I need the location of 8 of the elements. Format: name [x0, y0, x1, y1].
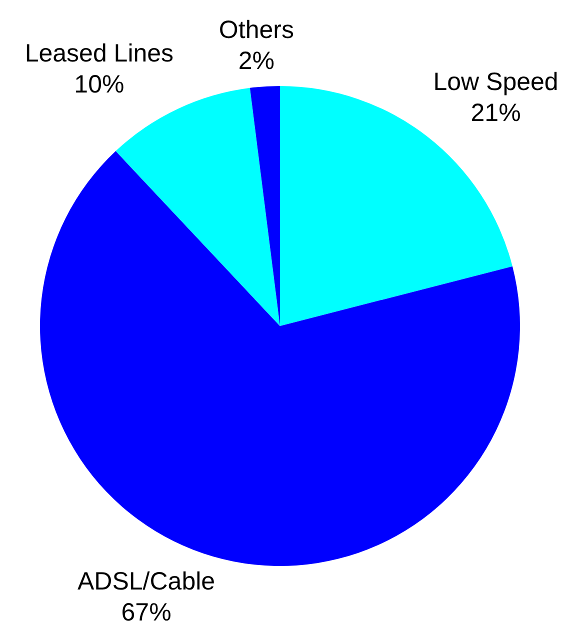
data-label: 21%: [470, 98, 521, 127]
data-label: 10%: [74, 70, 124, 98]
slice-label: Low Speed: [433, 68, 558, 96]
slice-label: Others: [218, 16, 294, 44]
slice-label: ADSL/Cable: [77, 568, 216, 596]
slice-label: Leased Lines: [24, 39, 174, 68]
data-label: 67%: [121, 598, 172, 627]
data-label: 2%: [238, 46, 275, 75]
